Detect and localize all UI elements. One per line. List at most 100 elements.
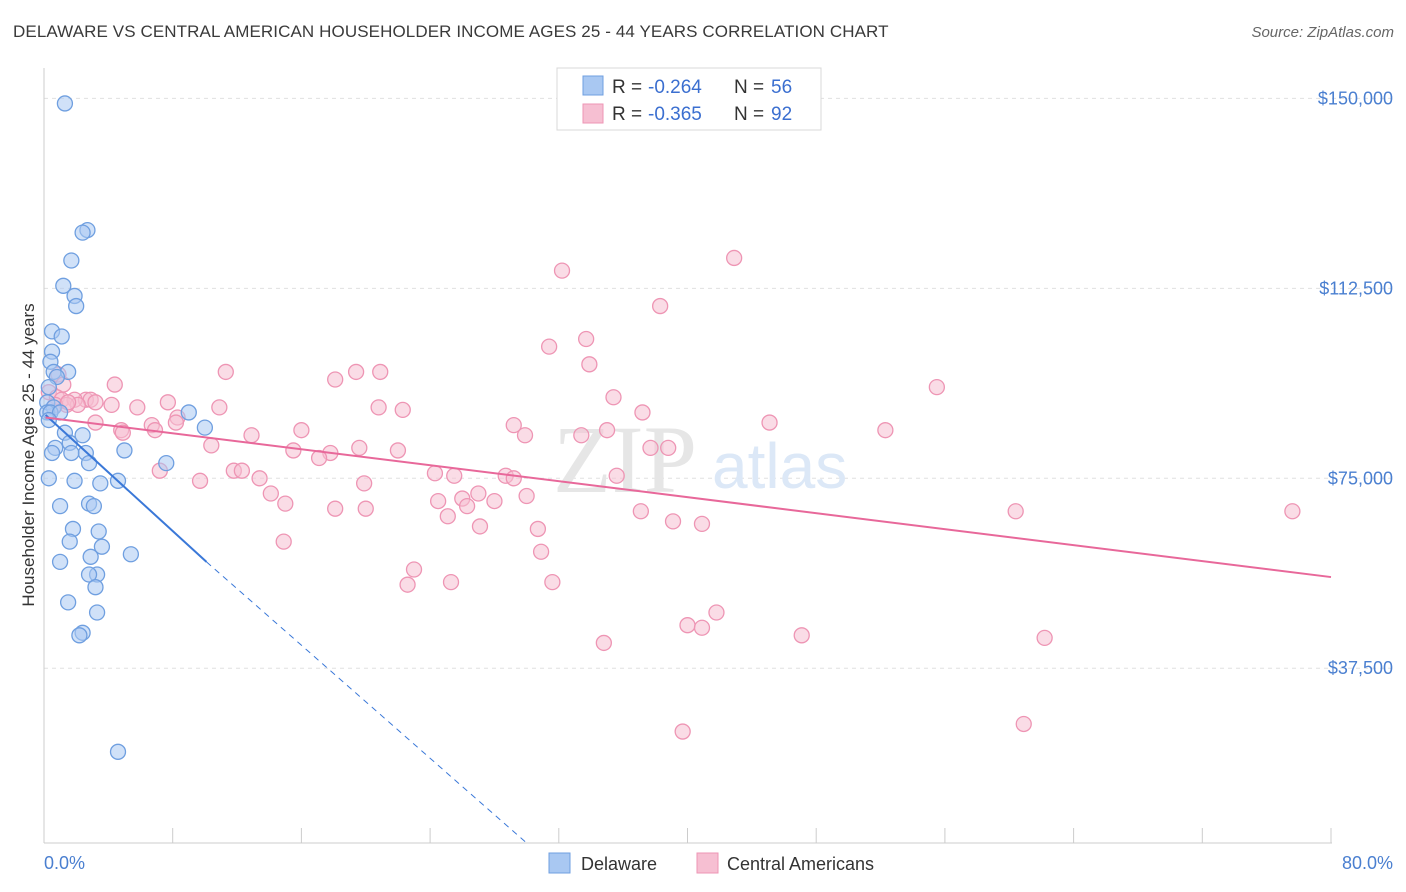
watermark-zip: ZIP	[553, 406, 697, 513]
central-americans-point	[277, 495, 294, 512]
central-americans-point	[167, 414, 185, 431]
delaware-point	[74, 224, 91, 241]
central-americans-point	[664, 513, 682, 530]
delaware-point	[80, 454, 98, 472]
central-americans-point	[693, 619, 711, 636]
central-americans-point	[211, 399, 228, 416]
central-americans-point	[243, 427, 260, 444]
delaware-point	[59, 594, 77, 611]
central-americans-point	[203, 437, 220, 454]
watermark: ZIP atlas	[553, 406, 847, 513]
delaware-point	[82, 548, 99, 565]
delaware-point	[51, 498, 69, 515]
central-americans-point	[632, 503, 649, 520]
central-americans-point	[573, 427, 590, 444]
delaware-point	[158, 454, 175, 472]
central-americans-point	[347, 363, 365, 381]
central-americans-point	[726, 249, 743, 267]
delaware-point	[93, 538, 111, 555]
central-americans-point	[405, 561, 423, 578]
central-americans-point	[595, 634, 612, 652]
central-americans-point	[129, 399, 146, 416]
central-americans-point	[679, 617, 696, 634]
delaware-trend-line	[44, 414, 208, 563]
central-americans-point	[275, 533, 292, 550]
delaware-point	[90, 523, 107, 540]
delaware-point	[61, 533, 78, 550]
central-americans-point	[471, 518, 489, 535]
legend-n-label-delaware: N =	[734, 77, 764, 98]
delaware-point	[85, 498, 103, 515]
central-americans-point	[674, 723, 691, 740]
delaware-point	[40, 378, 57, 396]
delaware-point	[56, 95, 74, 112]
central-americans-point	[544, 573, 561, 591]
top-legend: R = -0.264 N = 56 R = -0.365 N = 92	[556, 67, 822, 131]
chart-title: DELAWARE VS CENTRAL AMERICAN HOUSEHOLDER…	[13, 22, 889, 41]
x-min-label: 0.0%	[44, 853, 85, 873]
central-americans-point	[1284, 503, 1301, 520]
central-americans-point	[446, 467, 463, 484]
y-tick-label: $150,000	[1318, 88, 1393, 108]
delaware-point	[92, 475, 109, 492]
delaware-point	[109, 743, 127, 760]
central-americans-point	[217, 363, 234, 381]
legend-r-label-delaware: R =	[612, 77, 642, 98]
central-americans-point	[761, 414, 778, 431]
central-americans-point	[114, 424, 131, 441]
central-americans-point	[285, 442, 302, 459]
central-americans-point	[106, 376, 123, 393]
grid-lines	[44, 97, 1392, 669]
delaware-point	[51, 553, 69, 571]
central-americans-point	[426, 465, 444, 482]
delaware-point	[55, 277, 72, 294]
bottom-legend-swatch-central	[696, 852, 719, 874]
legend-n-label-central: N =	[734, 104, 764, 125]
central-americans-point	[327, 500, 344, 517]
central-americans-point	[553, 262, 571, 279]
central-americans-point	[439, 508, 456, 525]
trend-lines	[44, 414, 1332, 844]
central-americans-point	[389, 442, 407, 459]
central-americans-point	[518, 487, 535, 505]
bottom-legend-label-delaware: Delaware	[581, 854, 657, 874]
legend-r-label-central: R =	[612, 104, 642, 125]
central-americans-point	[351, 439, 368, 457]
y-tick-label: $37,500	[1328, 658, 1393, 678]
central-americans-point	[605, 389, 622, 406]
delaware-point	[196, 419, 214, 436]
central-americans-point	[877, 422, 894, 439]
central-americans-point	[529, 520, 547, 538]
legend-swatch-central	[582, 103, 604, 124]
delaware-point	[63, 444, 80, 462]
central-americans-point	[598, 422, 616, 439]
central-americans-point	[442, 573, 460, 591]
delaware-point	[88, 604, 106, 621]
central-americans-point	[233, 462, 251, 479]
delaware-point	[180, 404, 197, 421]
y-tick-labels: $37,500 $75,000 $112,500 $150,000	[1318, 88, 1393, 678]
central-americans-point	[928, 378, 946, 396]
central-americans-point	[372, 363, 389, 381]
delaware-trend-extension	[206, 561, 527, 844]
central-americans-point	[327, 371, 344, 388]
central-americans-point	[608, 467, 625, 484]
delaware-point	[53, 328, 70, 345]
central-americans-point	[577, 330, 595, 348]
central-americans-point	[505, 416, 522, 434]
y-axis-title: Householder Income Ages 25 - 44 years	[19, 303, 38, 606]
legend-swatch-delaware	[582, 75, 604, 96]
central-americans-point	[191, 472, 209, 489]
central-americans-point	[540, 338, 558, 355]
delaware-point	[87, 579, 104, 596]
bottom-legend-label-central: Central Americans	[727, 854, 874, 874]
delaware-point	[43, 444, 61, 462]
central-americans-point	[516, 427, 534, 444]
central-americans-point	[370, 399, 387, 416]
central-americans-point	[357, 500, 374, 517]
central-americans-point	[1015, 715, 1032, 733]
central-americans-point	[355, 475, 373, 492]
delaware-point	[80, 566, 98, 583]
bottom-legend: Delaware Central Americans	[548, 852, 874, 874]
